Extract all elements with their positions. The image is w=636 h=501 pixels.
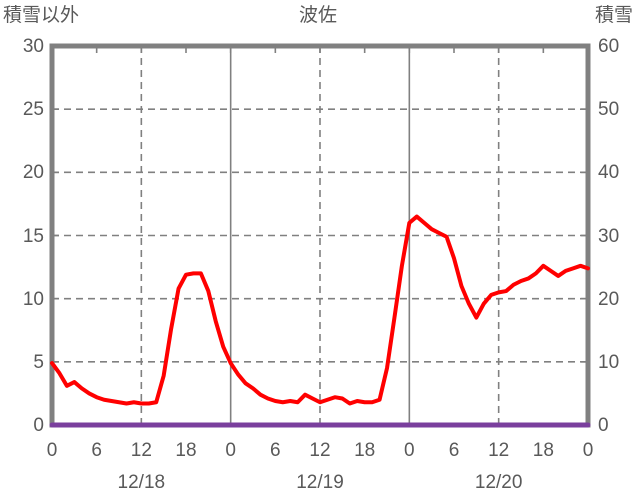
x-axis-day-label-12-20: 12/20 [474, 472, 523, 493]
right-axis-tick-60: 60 [598, 36, 620, 57]
right-axis-tick-0: 0 [598, 415, 609, 436]
page-title: 波佐 [298, 5, 337, 26]
left-axis-tick-30: 30 [22, 36, 44, 57]
left-axis-tick-5: 5 [33, 351, 44, 373]
right-axis-tick-30: 30 [598, 225, 620, 247]
left-axis-tick-0: 0 [33, 415, 44, 436]
x-axis-day-label-12-19: 12/19 [296, 472, 344, 493]
left-axis-tick-15: 15 [22, 225, 44, 247]
x-axis-day-label-12-18: 12/18 [117, 472, 166, 493]
x-axis-hour-tick-6: 12 [309, 440, 331, 461]
right-axis-tick-20: 20 [598, 288, 620, 310]
left-axis-tick-10: 10 [22, 288, 44, 310]
series-layer [49, 214, 591, 428]
left-axis-title: 積雪以外 [3, 5, 80, 26]
left-axis-tick-20: 20 [22, 162, 44, 184]
right-axis-tick-50: 50 [598, 99, 620, 121]
x-axis-hour-tick-1: 6 [91, 440, 102, 461]
x-axis-hour-tick-2: 12 [130, 440, 152, 461]
x-axis-hour-tick-12: 0 [582, 440, 594, 461]
x-axis-hour-tick-10: 12 [488, 440, 510, 461]
x-axis-hour-tick-3: 18 [175, 440, 197, 461]
series-line-0 [50, 214, 590, 406]
x-axis-hour-tick-0: 0 [46, 440, 58, 461]
x-axis-hour-tick-5: 6 [270, 440, 281, 461]
right-axis-title: 積雪 [594, 5, 633, 26]
x-axis-hour-tick-7: 18 [354, 440, 376, 461]
x-axis-hour-tick-8: 0 [404, 440, 415, 461]
right-axis-tick-10: 10 [598, 351, 620, 373]
left-axis-tick-25: 25 [22, 99, 44, 121]
x-axis-hour-tick-4: 0 [225, 440, 236, 461]
right-axis-tick-40: 40 [598, 162, 620, 184]
x-axis-hour-tick-11: 18 [532, 440, 554, 461]
x-axis-hour-tick-9: 6 [448, 440, 460, 461]
grid-layer [52, 46, 588, 425]
